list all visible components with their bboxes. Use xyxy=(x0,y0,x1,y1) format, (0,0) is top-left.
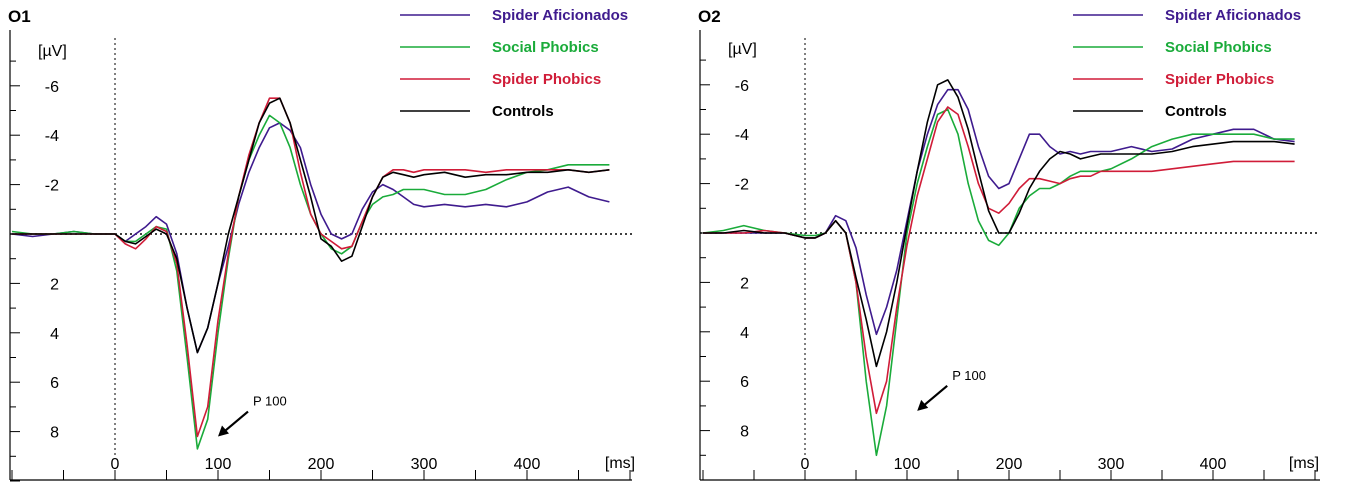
y-axis-unit: [µV] xyxy=(38,43,67,60)
x-tick-label: 200 xyxy=(996,456,1023,473)
annotation-label: P 100 xyxy=(253,394,287,409)
y-tick-label: 8 xyxy=(740,424,749,441)
x-tick-label: 300 xyxy=(1098,456,1125,473)
x-tick-label: 400 xyxy=(514,456,541,473)
y-tick-label: -6 xyxy=(45,79,59,96)
y-tick-label: 6 xyxy=(740,374,749,391)
y-tick-label: 6 xyxy=(50,375,59,392)
legend-label: Spider Aficionados xyxy=(1165,7,1301,24)
x-axis-unit: [ms] xyxy=(605,455,635,472)
series-line-social-phobics xyxy=(702,108,1295,457)
x-tick-label: 300 xyxy=(411,456,438,473)
y-axis-unit: [µV] xyxy=(728,41,757,58)
series-line-social-phobics xyxy=(11,114,610,450)
y-tick-label: -6 xyxy=(735,78,749,95)
legend-label: Controls xyxy=(492,103,554,120)
x-tick-label: 200 xyxy=(308,456,335,473)
legend-label: Social Phobics xyxy=(1165,39,1272,56)
x-tick-label: 100 xyxy=(894,456,921,473)
chart-panel-o1: O1 -6 -4 -2 2 4 6 8 [µV] 0 100 200 300 400 [ms] Spider … xyxy=(8,7,635,482)
annotation-arrow-shaft xyxy=(222,410,249,434)
x-tick-label: 0 xyxy=(801,456,810,473)
y-tick-label: 2 xyxy=(740,275,749,292)
y-tick-label: 4 xyxy=(740,325,749,342)
annotation-arrow-shaft xyxy=(921,384,948,408)
chart-panel-o2: O2 -6 -4 -2 2 4 6 8 [µV] 0 100 200 300 400 [ms] Spider … xyxy=(698,7,1320,481)
y-tick-label: 2 xyxy=(50,276,59,293)
legend-label: Controls xyxy=(1165,103,1227,120)
legend-label: Spider Phobics xyxy=(492,71,601,88)
series-line-spider-aficionados xyxy=(703,88,1295,336)
panel-title: O1 xyxy=(8,7,31,26)
legend-label: Spider Phobics xyxy=(1165,71,1274,88)
annotation-label: P 100 xyxy=(952,368,986,383)
series-line-controls xyxy=(703,79,1295,368)
x-tick-label: 400 xyxy=(1200,456,1227,473)
annotation-arrow-head xyxy=(917,399,929,411)
x-tick-label: 100 xyxy=(205,456,232,473)
panel-title: O2 xyxy=(698,7,721,26)
series-line-spider-phobics xyxy=(703,106,1295,415)
x-tick-label: 0 xyxy=(111,456,120,473)
y-tick-label: -4 xyxy=(735,127,749,144)
y-tick-label: 4 xyxy=(50,326,59,343)
y-tick-label: -2 xyxy=(45,178,59,195)
series-line-spider-aficionados xyxy=(11,122,610,354)
y-tick-label: -4 xyxy=(45,128,59,145)
series-line-spider-phobics xyxy=(12,97,610,438)
x-axis-unit: [ms] xyxy=(1289,455,1319,472)
y-tick-label: -2 xyxy=(735,177,749,194)
y-tick-label: 8 xyxy=(50,425,59,442)
series-line-controls xyxy=(12,97,610,354)
annotation-arrow-head xyxy=(218,425,229,437)
legend-label: Social Phobics xyxy=(492,39,599,56)
legend-label: Spider Aficionados xyxy=(492,7,628,24)
